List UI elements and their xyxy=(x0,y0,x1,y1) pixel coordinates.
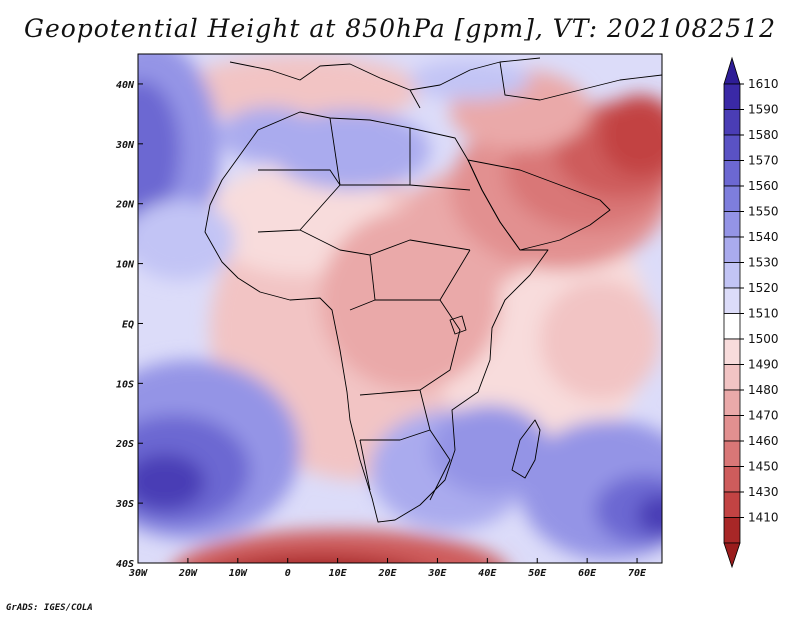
colorbar-swatch xyxy=(723,466,741,493)
colorbar-swatch xyxy=(723,491,741,518)
colorbar-label: 1540 xyxy=(748,230,779,244)
lat-tick-label: EQ xyxy=(122,319,134,330)
colorbar-label: 1510 xyxy=(748,307,779,321)
colorbar-swatch xyxy=(723,313,741,340)
colorbar-swatch xyxy=(723,185,741,212)
lon-tick-label: 70E xyxy=(628,568,647,579)
lon-tick-label: 10E xyxy=(329,568,348,579)
colorbar-swatch xyxy=(723,389,741,416)
colorbar-swatch xyxy=(723,211,741,238)
colorbar-swatch xyxy=(723,287,741,314)
colorbar-swatch xyxy=(723,517,741,544)
colorbar-swatch xyxy=(723,160,741,187)
colorbar-label: 1590 xyxy=(748,103,779,117)
colorbar-label: 1480 xyxy=(748,383,779,397)
colorbar-swatch xyxy=(723,338,741,365)
colorbar-label: 1490 xyxy=(748,358,779,372)
colorbar-label: 1530 xyxy=(748,256,779,270)
colorbar-swatch xyxy=(723,364,741,391)
lat-tick-label: 30N xyxy=(115,140,135,151)
colorbar-swatch xyxy=(723,440,741,467)
colorbar-swatch xyxy=(723,109,741,136)
colorbar-label: 1460 xyxy=(748,434,779,448)
lat-tick-label: 30S xyxy=(115,499,134,510)
colorbar-label: 1450 xyxy=(748,460,779,474)
colorbar-label: 1610 xyxy=(748,77,779,91)
map-title: Geopotential Height at 850hPa [gpm], VT:… xyxy=(23,14,777,43)
lon-tick-label: 50E xyxy=(528,568,547,579)
lon-tick-label: 20E xyxy=(377,568,397,579)
colorbar-label: 1410 xyxy=(748,511,779,525)
country-boundaries xyxy=(204,57,662,523)
longitude-axis: 30W 20W 10W 0 10E 20E 30E 40E 50E 60E 70E xyxy=(128,558,647,579)
internal-borders xyxy=(257,117,471,501)
map-frame xyxy=(137,53,663,564)
lake-victoria xyxy=(449,315,467,335)
lat-tick-label: 20N xyxy=(115,200,135,211)
colorbar: 1610 1590 1580 1570 1560 1550 1540 1530 1520 1510… xyxy=(723,56,779,569)
colorbar-swatch xyxy=(723,236,741,263)
lon-tick-label: 60E xyxy=(578,568,597,579)
colorbar-swatch xyxy=(723,262,741,289)
lon-tick-label: 0 xyxy=(285,568,291,579)
colorbar-swatch xyxy=(723,134,741,161)
grads-credit: GrADS: IGES/COLA xyxy=(6,603,93,613)
lat-tick-label: 40N xyxy=(116,80,135,91)
arabia-coastline xyxy=(467,159,611,251)
europe-coastline xyxy=(229,57,662,109)
colorbar-swatch xyxy=(723,415,741,442)
colorbar-label: 1550 xyxy=(748,205,779,219)
lat-tick-label: 20S xyxy=(115,439,134,450)
colorbar-label: 1520 xyxy=(748,281,779,295)
colorbar-label: 1500 xyxy=(748,332,779,346)
colorbar-label: 1560 xyxy=(748,179,779,193)
colorbar-top-arrow xyxy=(723,56,741,85)
colorbar-swatch xyxy=(723,83,741,110)
lon-tick-label: 40E xyxy=(478,568,497,579)
colorbar-label: 1470 xyxy=(748,409,779,423)
latitude-axis: 40N 30N 20N 10N EQ 10S 20S 30S 40S xyxy=(115,80,143,570)
lon-tick-label: 20W xyxy=(178,568,198,579)
lat-tick-label: 10S xyxy=(116,379,134,390)
lon-tick-label: 30W xyxy=(128,568,148,579)
colorbar-bottom-arrow xyxy=(723,542,741,569)
lon-tick-label: 30E xyxy=(427,568,447,579)
colorbar-label: 1570 xyxy=(748,154,779,168)
lat-tick-label: 10N xyxy=(116,260,135,271)
lat-tick-label: 40S xyxy=(116,559,134,570)
madagascar-coastline xyxy=(511,419,541,479)
height-field xyxy=(138,54,662,563)
colorbar-label: 1580 xyxy=(748,128,779,142)
lon-tick-label: 10W xyxy=(229,568,248,579)
colorbar-label: 1430 xyxy=(748,485,779,499)
